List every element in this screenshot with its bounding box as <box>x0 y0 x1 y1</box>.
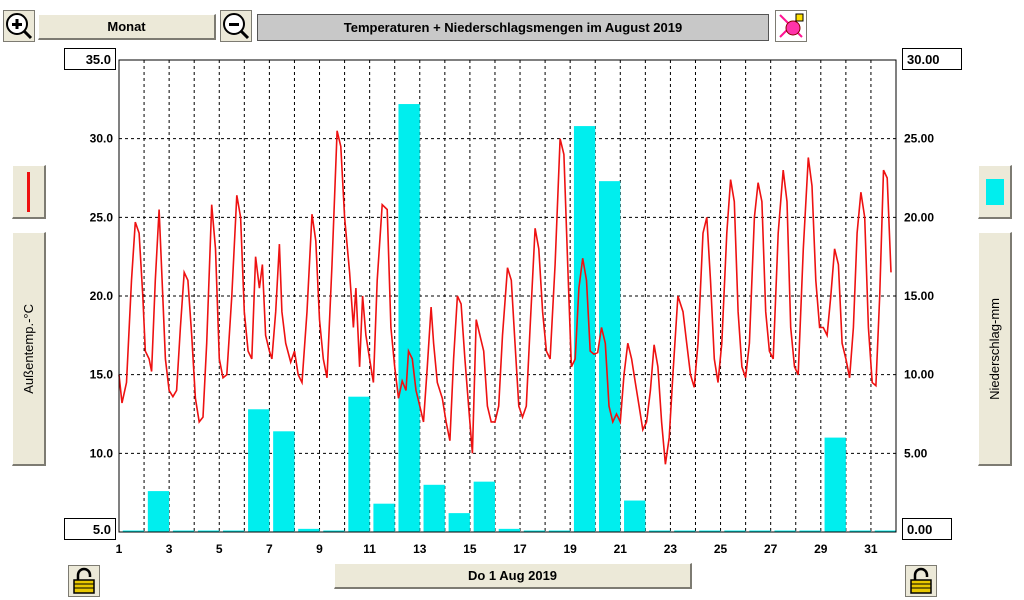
x-tick-label: 25 <box>714 542 728 556</box>
date-button[interactable]: Do 1 Aug 2019 <box>334 563 692 589</box>
x-tick-label: 19 <box>563 542 577 556</box>
left-tick-label: 10.0 <box>90 446 114 460</box>
zoom-out-icon <box>223 13 250 40</box>
x-tick-label: 5 <box>216 542 223 556</box>
lock-icon <box>910 567 932 594</box>
precipitation-bar <box>398 104 420 532</box>
x-tick-label: 1 <box>116 542 123 556</box>
right-tick-label: 20.00 <box>904 210 934 224</box>
precipitation-bar <box>849 530 871 532</box>
x-tick-label: 27 <box>764 542 778 556</box>
date-label: Do 1 Aug 2019 <box>467 568 558 583</box>
zoom-in-button[interactable] <box>3 10 35 42</box>
paint-icon <box>779 13 804 38</box>
precipitation-bar <box>649 530 671 532</box>
right-tick-label: 25.00 <box>904 132 934 146</box>
precipitation-bar <box>323 530 345 532</box>
precipitation-bar <box>223 530 245 532</box>
precipitation-bar <box>298 528 320 532</box>
zoom-out-button[interactable] <box>220 10 252 42</box>
precipitation-bar <box>172 530 195 532</box>
precipitation-bar <box>448 513 470 532</box>
period-button[interactable]: Monat <box>38 14 216 40</box>
precipitation-bar <box>273 431 295 532</box>
right-tick-label: 5.00 <box>904 446 928 460</box>
x-tick-label: 21 <box>614 542 628 556</box>
precipitation-bar <box>498 528 521 532</box>
left-tick-label: 20.0 <box>90 289 114 303</box>
chart-title: Temperaturen + Niederschlagsmengen im Au… <box>257 14 769 41</box>
precipitation-bar <box>573 126 596 532</box>
x-tick-label: 9 <box>316 542 323 556</box>
x-tick-label: 15 <box>463 542 477 556</box>
chart-title-text: Temperaturen + Niederschlagsmengen im Au… <box>343 20 683 35</box>
right-top-value: 30.00 <box>902 48 962 70</box>
x-tick-label: 11 <box>363 542 376 556</box>
precipitation-bar <box>197 530 220 532</box>
period-label: Monat <box>107 19 146 34</box>
precipitation-bar <box>774 530 796 532</box>
precipitation-bar <box>699 530 721 532</box>
x-tick-label: 7 <box>266 542 273 556</box>
precipitation-bar <box>248 409 270 532</box>
precipitation-bar <box>423 484 445 532</box>
lock-icon <box>73 567 95 594</box>
right-bottom-value: 0.00 <box>902 518 952 540</box>
left-bottom-value: 5.0 <box>64 518 116 540</box>
x-tick-label: 17 <box>513 542 527 556</box>
temperature-line <box>118 130 892 465</box>
right-tick-label: 10.00 <box>904 368 934 382</box>
precipitation-bar <box>373 503 395 532</box>
precipitation-bar <box>348 396 370 532</box>
left-tick-label: 30.0 <box>90 132 114 146</box>
x-tick-label: 13 <box>413 542 427 556</box>
right-tick-label: 15.00 <box>904 289 934 303</box>
precipitation-bar <box>799 530 821 532</box>
precipitation-bar <box>874 530 896 532</box>
lock-right-button[interactable] <box>905 565 937 597</box>
left-axis-title-button[interactable]: Außentemp.-°C <box>12 232 46 466</box>
x-tick-label: 3 <box>166 542 173 556</box>
x-tick-label: 29 <box>814 542 828 556</box>
precipitation-bar <box>122 530 145 532</box>
precipitation-bar <box>824 437 846 532</box>
precipitation-bar <box>724 530 746 532</box>
left-tick-label: 15.0 <box>90 368 114 382</box>
line-series-icon <box>26 171 30 212</box>
x-tick-label: 23 <box>664 542 678 556</box>
temperature-series-button[interactable] <box>12 165 46 219</box>
precipitation-bar <box>749 530 771 532</box>
precipitation-bar <box>598 181 621 532</box>
precipitation-bar <box>624 500 646 532</box>
precipitation-bar <box>674 530 696 532</box>
left-tick-label: 25.0 <box>90 210 114 224</box>
precipitation-bar <box>473 481 495 532</box>
lock-left-button[interactable] <box>68 565 100 597</box>
precipitation-bar <box>548 530 571 532</box>
precipitation-bar <box>147 491 170 532</box>
zoom-in-icon <box>6 13 33 40</box>
precipitation-series-button[interactable] <box>978 165 1012 219</box>
bar-series-icon <box>985 178 1004 205</box>
left-top-value: 35.0 <box>64 48 116 70</box>
x-tick-label: 31 <box>864 542 878 556</box>
right-axis-title-button[interactable]: Niederschlag-mm <box>978 232 1012 466</box>
settings-button[interactable] <box>775 10 807 42</box>
precipitation-bar <box>523 530 546 532</box>
plot-frame <box>118 59 897 533</box>
